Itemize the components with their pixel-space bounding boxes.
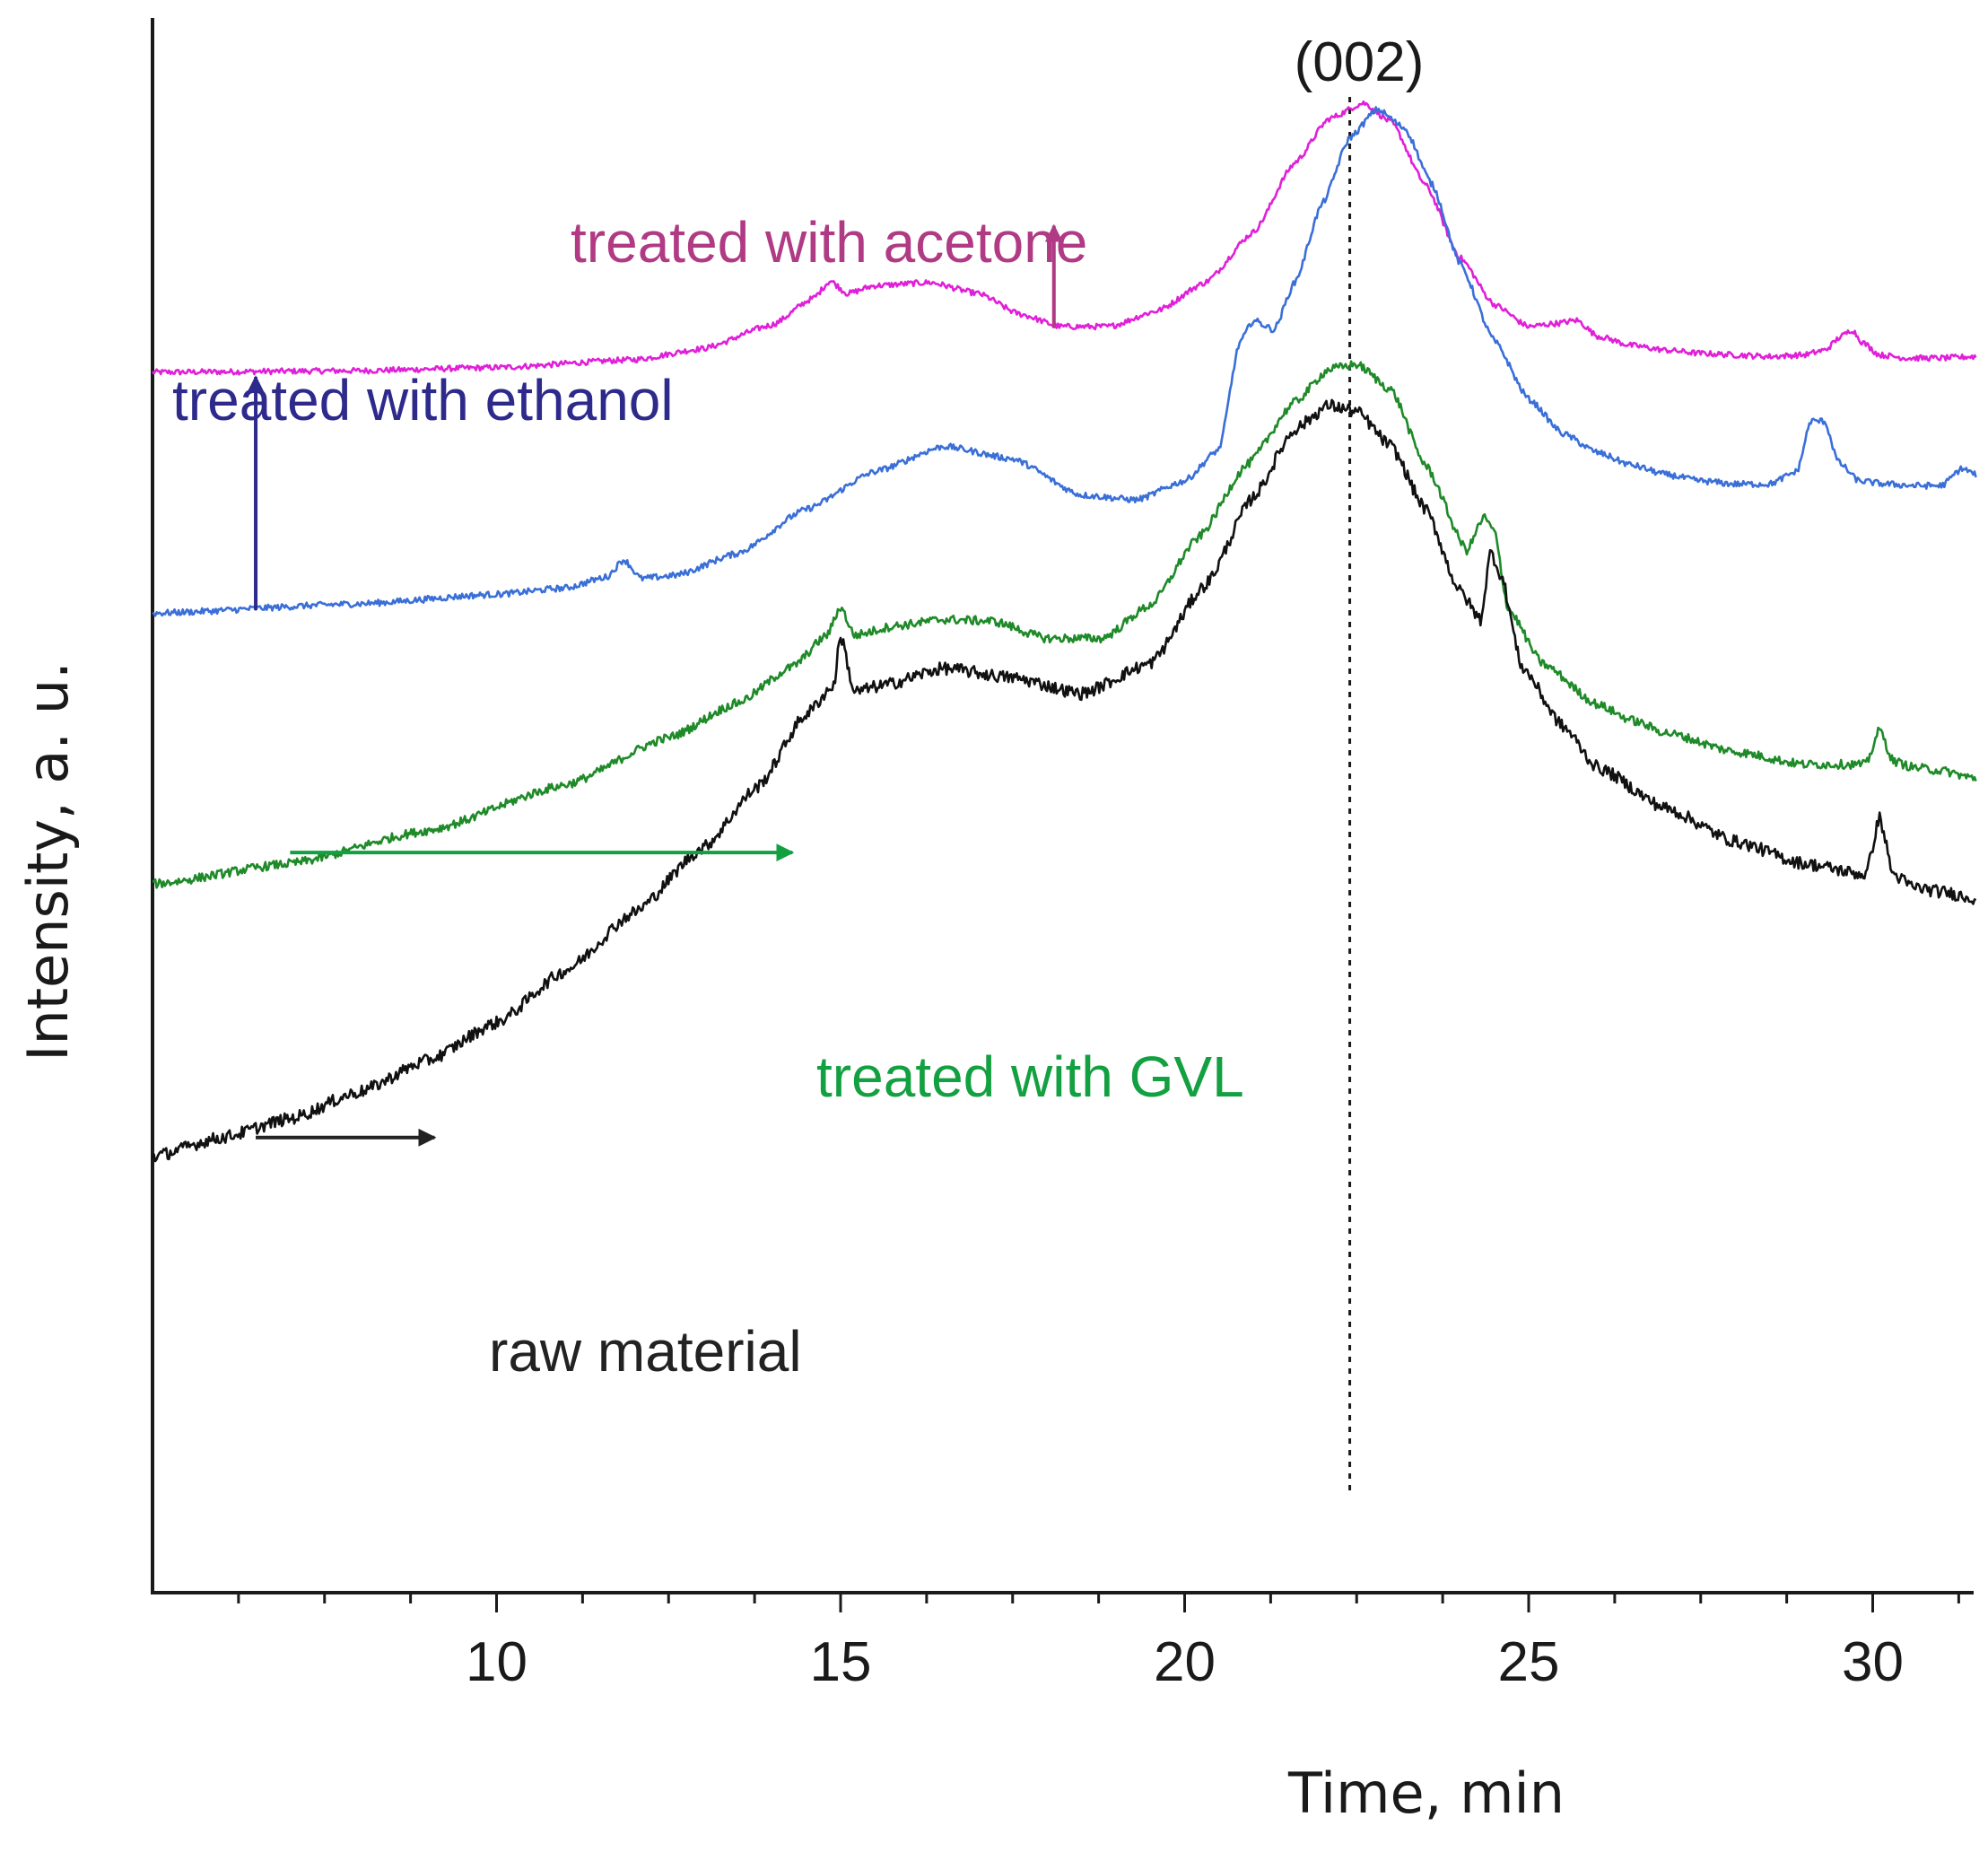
y-axis-title: Intensity, a. u. <box>15 661 81 1061</box>
acetone-label: treated with acetone <box>571 210 1087 275</box>
x-tick-label: 20 <box>1154 1631 1216 1693</box>
reference-label-002: (002) <box>1295 31 1425 93</box>
series-line-0 <box>151 100 1977 376</box>
x-tick-label: 25 <box>1498 1631 1560 1693</box>
x-major-ticks <box>495 1593 1874 1612</box>
series-line-3 <box>151 398 1977 1163</box>
raw-material-label: raw material <box>489 1319 802 1384</box>
series-group <box>151 100 1977 1163</box>
x-tick-label: 10 <box>466 1631 528 1693</box>
ethanol-label: treated with ethanol <box>172 368 674 432</box>
gvl-label: treated with GVL <box>816 1044 1244 1109</box>
x-tick-labels: 10 15 20 25 30 <box>466 1631 1904 1693</box>
series-line-2 <box>152 360 1977 889</box>
x-axis-title: Time, min <box>1287 1760 1565 1826</box>
series-line-1 <box>152 106 1977 617</box>
x-tick-label: 15 <box>810 1631 872 1693</box>
x-minor-ticks <box>237 1593 1960 1603</box>
x-tick-label: 30 <box>1842 1631 1904 1693</box>
